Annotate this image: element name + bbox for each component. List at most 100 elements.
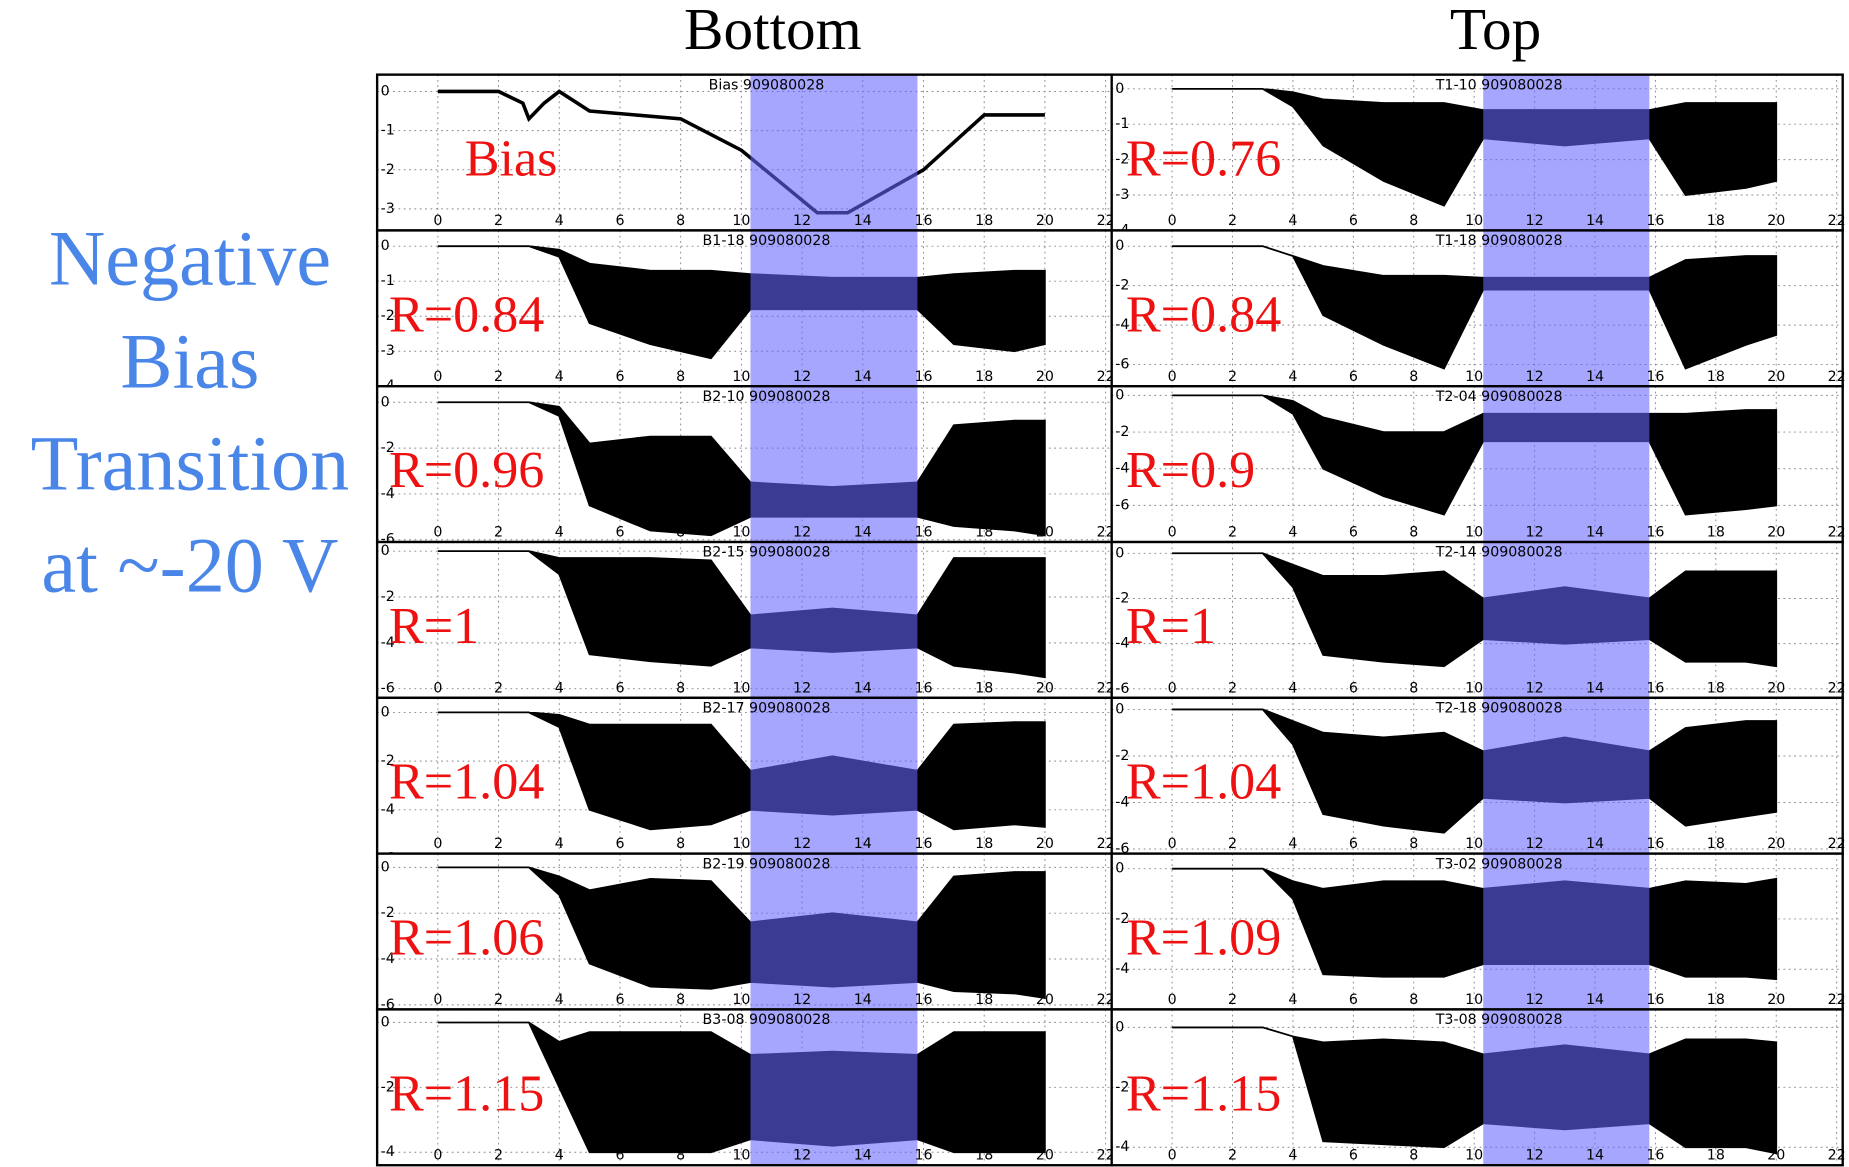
x-tick-label: 6	[1349, 680, 1358, 696]
x-tick-label: 14	[854, 369, 872, 385]
x-tick-label: 20	[1036, 213, 1054, 229]
x-tick-label: 12	[1526, 992, 1544, 1008]
panel-border	[1110, 1008, 1844, 1167]
x-tick-label: 18	[975, 213, 993, 229]
y-tick-label: 0	[381, 83, 390, 99]
y-tick-label: -4	[381, 1144, 395, 1160]
y-tick-label: -4	[1115, 1139, 1129, 1155]
panel-annotation: R=1	[1126, 598, 1216, 655]
y-tick-label: 0	[1115, 387, 1124, 403]
x-tick-label: 20	[1036, 1148, 1054, 1164]
shaded-region	[1483, 74, 1650, 231]
side-note-line: Transition	[31, 419, 350, 506]
panel-title: T3-02 909080028	[1435, 856, 1563, 872]
shaded-region	[750, 1009, 918, 1166]
x-tick-label: 22	[1828, 836, 1846, 852]
x-tick-label: 18	[975, 1148, 993, 1164]
x-tick-label: 22	[1828, 1148, 1846, 1164]
x-tick-label: 10	[732, 1148, 750, 1164]
x-tick-label: 8	[676, 992, 685, 1008]
x-tick-label: 16	[1646, 213, 1664, 229]
column-title: Bottom	[684, 0, 862, 62]
x-tick-label: 10	[1465, 525, 1483, 541]
x-tick-label: 14	[1586, 525, 1604, 541]
x-tick-label: 6	[615, 1148, 624, 1164]
x-tick-label: 12	[793, 213, 811, 229]
trace-envelope	[437, 245, 1046, 360]
x-tick-label: 6	[615, 680, 624, 696]
x-tick-label: 0	[1168, 836, 1177, 852]
panel-title: B2-19 909080028	[703, 856, 831, 872]
trace-envelope	[1172, 708, 1778, 834]
x-tick-label: 22	[1828, 525, 1846, 541]
x-tick-label: 22	[1097, 992, 1115, 1008]
x-tick-label: 4	[1288, 992, 1297, 1008]
y-tick-label: 0	[1115, 861, 1124, 877]
y-tick-label: 0	[381, 543, 390, 559]
x-tick-label: 18	[1707, 836, 1725, 852]
y-tick-label: -2	[381, 162, 395, 178]
x-tick-label: 18	[975, 992, 993, 1008]
x-tick-label: 6	[615, 213, 624, 229]
x-tick-label: 12	[1526, 836, 1544, 852]
y-tick-label: -6	[1115, 497, 1129, 513]
y-tick-label: -2	[381, 905, 395, 921]
y-tick-label: -4	[1115, 961, 1129, 977]
x-tick-label: 2	[1228, 369, 1237, 385]
panel-title: T1-18 909080028	[1435, 233, 1563, 249]
x-tick-label: 2	[494, 213, 503, 229]
x-tick-label: 12	[793, 1148, 811, 1164]
x-tick-label: 14	[1586, 680, 1604, 696]
x-tick-label: 0	[433, 992, 442, 1008]
x-tick-label: 12	[793, 369, 811, 385]
x-tick-label: 4	[1288, 680, 1297, 696]
x-tick-label: 2	[1228, 680, 1237, 696]
x-tick-label: 8	[676, 1148, 685, 1164]
side-note-line: Negative	[49, 215, 331, 302]
x-tick-label: 14	[1586, 992, 1604, 1008]
x-tick-label: 20	[1767, 525, 1785, 541]
x-tick-label: 0	[1168, 992, 1177, 1008]
x-tick-label: 12	[1526, 525, 1544, 541]
x-tick-label: 22	[1828, 680, 1846, 696]
x-tick-label: 0	[433, 836, 442, 852]
y-tick-label: 0	[381, 704, 390, 720]
y-tick-label: -2	[1115, 911, 1129, 927]
x-tick-label: 2	[494, 992, 503, 1008]
shaded-region	[1483, 697, 1650, 854]
panel-annotation: R=0.96	[389, 442, 544, 499]
shaded-region	[750, 542, 918, 698]
x-tick-label: 22	[1097, 369, 1115, 385]
panel-annotation: R=0.9	[1126, 442, 1255, 499]
x-tick-label: 8	[1409, 369, 1418, 385]
x-tick-label: 4	[555, 525, 564, 541]
x-tick-label: 0	[433, 525, 442, 541]
x-tick-label: 16	[1646, 836, 1664, 852]
x-tick-label: 8	[676, 680, 685, 696]
x-tick-label: 18	[975, 369, 993, 385]
x-tick-label: 20	[1767, 1148, 1785, 1164]
y-tick-label: -1	[381, 123, 395, 139]
x-tick-label: 8	[676, 369, 685, 385]
x-tick-label: 20	[1036, 680, 1054, 696]
x-tick-label: 8	[1409, 213, 1418, 229]
y-tick-label: 0	[1115, 238, 1124, 254]
x-tick-label: 18	[1707, 213, 1725, 229]
x-tick-label: 0	[1168, 525, 1177, 541]
x-tick-label: 22	[1097, 525, 1115, 541]
x-tick-label: 0	[1168, 213, 1177, 229]
x-tick-label: 6	[1349, 1148, 1358, 1164]
column-title: Top	[1450, 0, 1541, 62]
y-tick-label: -2	[381, 440, 395, 456]
x-tick-label: 18	[975, 836, 993, 852]
y-tick-label: -6	[381, 681, 395, 697]
shaded-region	[750, 230, 918, 387]
x-tick-label: 18	[1707, 1148, 1725, 1164]
x-tick-label: 20	[1767, 680, 1785, 696]
x-tick-label: 14	[854, 213, 872, 229]
x-tick-label: 4	[1288, 1148, 1297, 1164]
x-tick-label: 22	[1097, 213, 1115, 229]
x-tick-label: 22	[1097, 1148, 1115, 1164]
